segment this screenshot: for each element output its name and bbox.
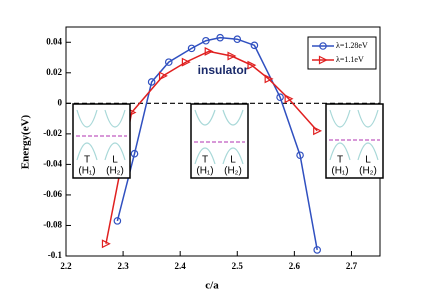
legend-label: λ=1.28eV (336, 41, 368, 50)
inset-label: (H₂) (359, 166, 377, 177)
legend-marker (319, 42, 327, 50)
inset-label: (H₁) (196, 166, 213, 177)
point (313, 126, 323, 136)
point (181, 57, 191, 67)
point (130, 149, 139, 158)
legend-marker (318, 55, 328, 65)
y-tick-label: 0.02 (46, 67, 62, 77)
inset-label: L (112, 155, 118, 166)
x-tick-label: 2.3 (117, 261, 129, 271)
point (113, 217, 122, 225)
inset-label: (H₁) (331, 166, 348, 177)
point (147, 78, 156, 86)
x-tick-label: 2.6 (289, 261, 301, 271)
inset-label: (H₂) (106, 166, 124, 177)
inset: T L (H₁) (H₂) (72, 103, 131, 179)
x-axis-label: c/a (205, 280, 219, 292)
inset-label: T (337, 155, 343, 166)
inset-label: T (84, 155, 90, 166)
point (233, 35, 242, 44)
point (204, 46, 214, 56)
y-tick-label: -0.04 (43, 158, 62, 168)
inset-label: (H₂) (224, 166, 242, 177)
point (164, 58, 173, 66)
inset-label: T (202, 155, 208, 166)
y-tick-label: -0.02 (43, 128, 62, 138)
point (296, 151, 304, 160)
legend-label: λ=1.1eV (336, 55, 364, 64)
y-tick-label: 0.04 (46, 36, 62, 46)
x-tick-label: 2.4 (175, 261, 187, 271)
inset-label: L (230, 155, 236, 166)
series-line (105, 50, 318, 244)
x-tick-label: 2.5 (232, 261, 244, 271)
y-tick-label: -0.06 (43, 189, 62, 199)
annotation: insulator (198, 63, 249, 77)
y-tick-label: -0.08 (43, 220, 62, 230)
inset-label: (H₁) (78, 166, 95, 177)
y-tick-label: -0.1 (48, 250, 63, 260)
inset-box (325, 103, 384, 179)
band-curve (194, 109, 244, 165)
point (250, 41, 259, 50)
y-axis-label: Energy(eV) (20, 114, 32, 169)
point (247, 60, 257, 70)
inset: T L (H₁) (H₂) (190, 103, 249, 179)
point (264, 74, 274, 84)
point (276, 93, 284, 102)
point (187, 44, 196, 53)
point (284, 94, 294, 104)
point (158, 71, 168, 81)
x-tick-label: 2.7 (346, 261, 358, 271)
inset-box (190, 103, 249, 179)
point (101, 239, 111, 249)
band-curve (76, 109, 126, 161)
inset-label: L (365, 155, 371, 166)
series-line (116, 36, 318, 251)
x-tick-label: 2.2 (60, 261, 72, 271)
inset-box (72, 103, 131, 179)
legend: λ=1.28eV λ=1.1eV (307, 36, 377, 70)
band-curve (329, 109, 379, 161)
point (227, 51, 237, 61)
point (202, 36, 210, 45)
y-tick-label: 0 (58, 97, 63, 107)
point (313, 246, 322, 254)
inset: T L (H₁) (H₂) (325, 103, 384, 179)
point (216, 33, 224, 42)
